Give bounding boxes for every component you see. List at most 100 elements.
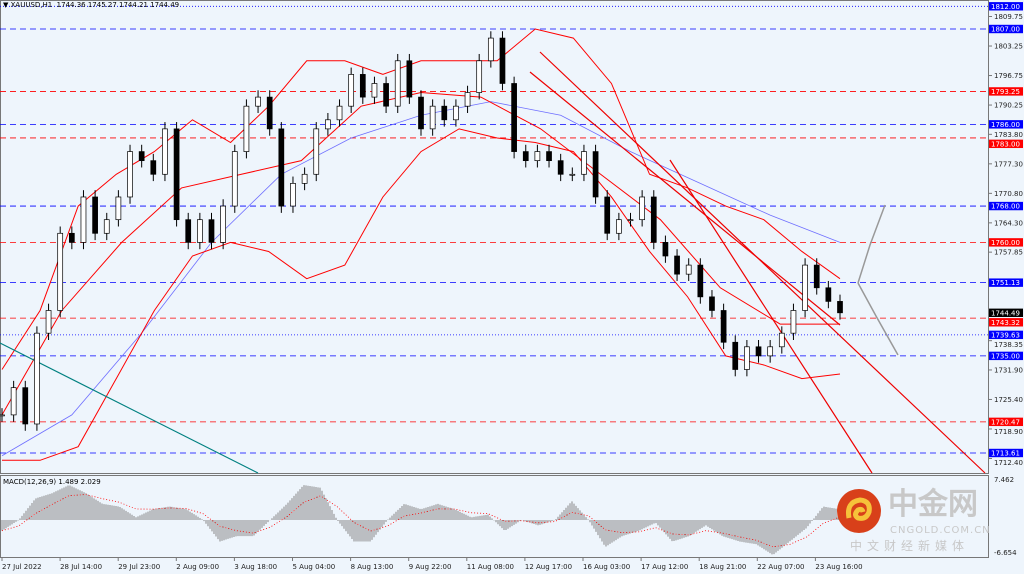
- level-label: 1760.00: [991, 239, 1020, 247]
- candle-body: [662, 242, 669, 257]
- price-tick-label: 1757.85: [994, 249, 1023, 257]
- candle-body: [674, 255, 680, 275]
- candle-body: [348, 74, 355, 107]
- candle-body: [790, 310, 797, 334]
- candle-body: [767, 346, 774, 357]
- macd-min-label: -6.654: [994, 549, 1017, 557]
- candle-body: [115, 196, 122, 221]
- level-badge: [989, 318, 1023, 327]
- level-badge: [989, 448, 1023, 458]
- price-tick-label: 1783.80: [994, 131, 1023, 139]
- level-badge: [989, 87, 1023, 96]
- candle-body: [720, 310, 727, 343]
- red-trendline-3: [529, 71, 841, 326]
- time-label: 16 Aug 03:00: [583, 563, 630, 571]
- time-label: 9 Aug 22:00: [409, 563, 452, 571]
- candle-body: [57, 232, 64, 311]
- candle-body: [709, 296, 715, 311]
- level-badge: [989, 417, 1023, 427]
- time-label: 5 Aug 04:00: [293, 563, 336, 571]
- price-tick-label: 1770.80: [994, 190, 1023, 198]
- candle-body: [243, 105, 250, 152]
- candle-body: [10, 387, 17, 416]
- candle-body: [162, 128, 168, 175]
- candle-body: [150, 160, 157, 175]
- candle-body: [231, 151, 238, 207]
- price-tick-label: 1803.25: [994, 43, 1023, 51]
- candle-body: [68, 232, 75, 243]
- main-pane-border: [0, 0, 989, 474]
- bollinger-lower-band: [2, 128, 841, 461]
- candle-body: [697, 264, 704, 298]
- candle-body: [616, 219, 622, 234]
- candle-body: [685, 264, 692, 275]
- level-label: 1783.00: [991, 140, 1020, 148]
- candle-body: [103, 219, 110, 234]
- candle-body: [499, 37, 506, 84]
- candle-body: [92, 196, 98, 234]
- candle-body: [325, 119, 331, 130]
- brand-text: 中金网: [888, 487, 978, 522]
- projection-up-arrow: [857, 204, 886, 284]
- price-tick-label: 1809.75: [994, 13, 1023, 21]
- candle-body: [0, 414, 5, 417]
- candle-body: [22, 387, 29, 425]
- macd-pane-border: [0, 475, 989, 558]
- candle-body: [418, 96, 424, 130]
- slogan-text: 中文财经新媒体: [850, 539, 970, 553]
- candle-body: [336, 105, 343, 121]
- candle-body: [197, 219, 203, 243]
- candle-body: [511, 83, 517, 152]
- candle-body: [290, 183, 296, 207]
- price-tick-label: 1718.90: [994, 428, 1023, 436]
- candle-body: [185, 219, 192, 243]
- time-label: 18 Aug 21:00: [699, 563, 746, 571]
- candle-body: [34, 332, 40, 425]
- candle-body: [802, 264, 808, 311]
- candle-body: [394, 60, 401, 107]
- candle-body: [278, 128, 285, 207]
- candle-body: [813, 264, 820, 289]
- price-tick-label: 1790.25: [994, 102, 1023, 110]
- time-label: 2 Aug 09:00: [176, 563, 219, 571]
- price-tick-label: 1712.40: [994, 459, 1023, 467]
- level-label: 1735.00: [991, 352, 1020, 360]
- candle-body: [627, 219, 634, 222]
- candle-body: [650, 196, 657, 243]
- candle-body: [744, 346, 750, 370]
- level-label: 1786.00: [991, 121, 1020, 129]
- bollinger-middle-band: [1, 92, 840, 416]
- candle-body: [255, 96, 261, 107]
- candle-body: [592, 151, 599, 198]
- ohlc-readout: 1744.36 1745.27 1744.21 1744.49: [56, 1, 180, 9]
- candle-body: [604, 196, 611, 234]
- time-label: 28 Jul 14:00: [60, 563, 102, 571]
- level-badge: [989, 139, 1023, 149]
- candle-body: [522, 151, 529, 162]
- level-badge: [989, 278, 1023, 287]
- time-label: 11 Aug 08:00: [467, 563, 514, 571]
- teal-trendline: [0, 342, 259, 474]
- chart-title: ▼ XAUUSD,H1 1744.36 1745.27 1744.21 1744…: [3, 1, 180, 9]
- level-badge: [989, 201, 1023, 211]
- candle-body: [138, 151, 145, 162]
- level-label: 1744.49: [991, 309, 1020, 317]
- candle-body: [220, 205, 226, 243]
- level-badge: [989, 120, 1023, 129]
- level-label: 1720.47: [991, 418, 1020, 426]
- level-label: 1751.13: [991, 279, 1020, 287]
- price-tick-label: 1738.35: [994, 341, 1023, 349]
- candle-body: [778, 332, 785, 348]
- cngold-watermark: 中金网 CNGOLD.COM.CN 中文财经新媒体: [836, 487, 990, 558]
- candle-body: [383, 83, 389, 107]
- price-tick-label: 1731.90: [994, 366, 1023, 374]
- level-badge: [989, 2, 1023, 11]
- candle-body: [359, 74, 366, 98]
- candle-body: [301, 173, 308, 184]
- level-badge: [989, 308, 1023, 317]
- candle-body: [464, 92, 471, 107]
- level-badge: [989, 24, 1023, 34]
- candle-body: [755, 346, 762, 357]
